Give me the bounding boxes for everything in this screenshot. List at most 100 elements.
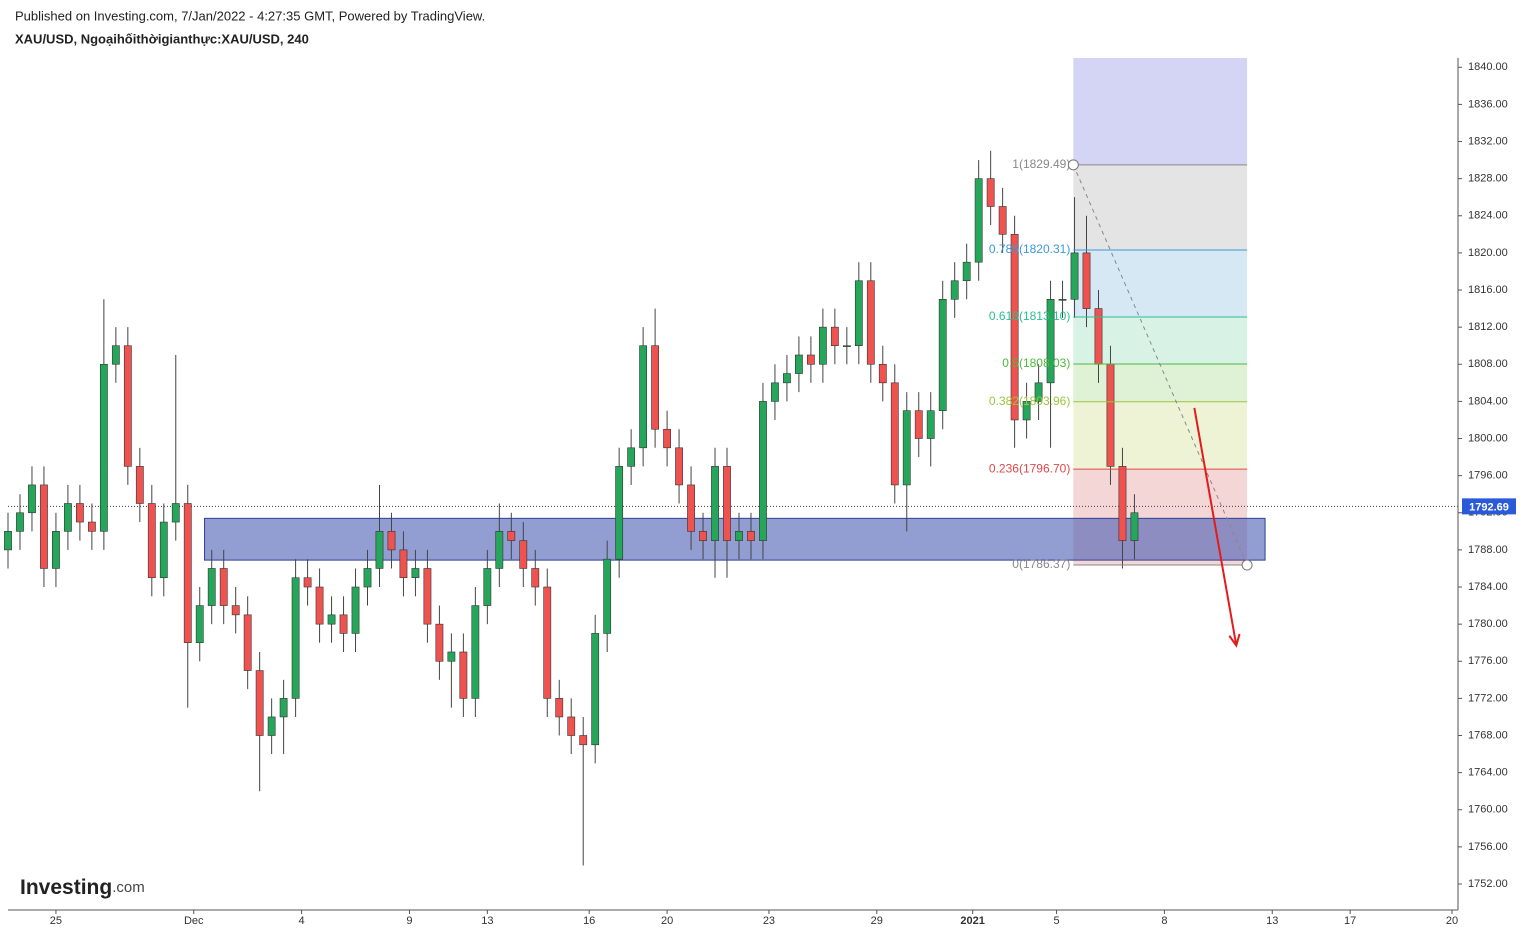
arrow-head <box>1228 633 1241 648</box>
candle-body <box>771 382 779 402</box>
candle-body <box>806 354 815 365</box>
x-tick-label: 8 <box>1161 915 1167 927</box>
candle-body <box>795 354 803 374</box>
x-tick-label: 9 <box>406 915 412 927</box>
fib-level-label: 1(1829.49) <box>1012 157 1070 171</box>
candle-body <box>926 410 935 439</box>
candle-body <box>411 568 420 579</box>
candle-body <box>303 577 312 588</box>
candle-body <box>171 503 180 523</box>
candle-body <box>818 326 827 365</box>
candle-body <box>219 568 228 606</box>
candle-body <box>711 466 719 541</box>
candle-body <box>387 531 396 551</box>
candle-body <box>4 531 12 551</box>
candle-body <box>830 326 839 347</box>
candle-body <box>783 373 791 384</box>
y-tick-label: 1780.00 <box>1468 618 1508 630</box>
x-tick-label: 13 <box>1266 915 1278 927</box>
candle-body <box>459 651 468 699</box>
candle-body <box>267 716 276 736</box>
fib-level-label: 0.382(1803.96) <box>989 394 1070 408</box>
x-tick-label: 23 <box>763 915 775 927</box>
y-tick-label: 1840.00 <box>1468 61 1508 73</box>
published-note: Published on Investing.com, 7/Jan/2022 -… <box>15 8 485 23</box>
candle-body <box>1118 466 1127 541</box>
y-tick-label: 1784.00 <box>1468 581 1508 593</box>
x-tick-label: 29 <box>871 915 883 927</box>
candle-body <box>435 623 444 662</box>
candle-body <box>291 577 300 699</box>
candle-body <box>555 698 564 718</box>
candle-body <box>1022 401 1031 421</box>
candle-body <box>531 568 540 588</box>
candle-body <box>52 531 60 569</box>
candle-body <box>111 345 120 365</box>
logo: Investing.com <box>20 876 145 899</box>
candle-body <box>87 521 96 532</box>
candle-body <box>423 568 432 625</box>
candle-body <box>76 503 84 523</box>
candle-body <box>1010 234 1019 421</box>
candle-body <box>519 540 528 569</box>
x-tick-label: 5 <box>1053 915 1059 927</box>
candle-body <box>878 363 887 384</box>
y-tick-label: 1836.00 <box>1468 98 1508 110</box>
logo-suffix: .com <box>112 879 145 896</box>
candle-body <box>207 568 216 606</box>
fib-handle <box>1067 159 1079 171</box>
candle-body <box>962 261 971 282</box>
last-price-label: 1792.69 <box>1469 501 1509 513</box>
y-tick-label: 1812.00 <box>1468 321 1508 333</box>
candle-body <box>663 428 671 449</box>
candle-body <box>759 401 767 541</box>
candle-body <box>195 605 204 644</box>
candle-body <box>1106 363 1115 467</box>
x-tick-label: 4 <box>299 915 305 927</box>
candle-body <box>99 363 108 532</box>
candle-body <box>1058 299 1067 301</box>
candle-body <box>639 345 648 449</box>
fib-zone <box>1073 250 1248 317</box>
y-tick-label: 1800.00 <box>1468 432 1508 444</box>
y-tick-label: 1824.00 <box>1468 210 1508 222</box>
candle-body <box>495 531 504 569</box>
candle-body <box>339 614 348 634</box>
candle-body <box>64 503 72 532</box>
candle-body <box>866 280 875 365</box>
y-tick-label: 1804.00 <box>1468 395 1508 407</box>
candle-body <box>1070 252 1079 300</box>
candle-body <box>567 716 576 736</box>
candle-body <box>375 531 384 569</box>
candle-body <box>890 382 899 486</box>
candle-body <box>950 280 959 300</box>
candle-body <box>842 345 851 348</box>
x-tick-label: 13 <box>481 915 493 927</box>
y-tick-label: 1764.00 <box>1468 767 1508 779</box>
fib-level-label: 0.5(1808.03) <box>1002 356 1070 370</box>
candle-body <box>471 605 480 699</box>
y-tick-label: 1760.00 <box>1468 804 1508 816</box>
candle-body <box>483 568 492 606</box>
candle-body <box>159 521 168 579</box>
candle-body <box>351 586 360 634</box>
fib-level-label: 0(1786.37) <box>1012 557 1070 571</box>
candle-body <box>315 586 324 625</box>
candle-body <box>16 512 24 532</box>
candle-body <box>627 447 636 467</box>
y-tick-label: 1832.00 <box>1468 135 1508 147</box>
fib-zone <box>1073 401 1248 470</box>
candle-body <box>747 531 755 541</box>
candle-body <box>723 466 731 541</box>
candle-body <box>651 345 660 430</box>
candle-body <box>507 531 516 541</box>
x-tick-label: 16 <box>583 915 595 927</box>
fib-zone <box>1073 363 1248 402</box>
last-price-tag <box>1462 498 1516 515</box>
candle-body <box>615 466 624 560</box>
y-tick-label: 1752.00 <box>1468 878 1508 890</box>
candle-body <box>135 466 144 504</box>
candle-body <box>1082 252 1091 309</box>
candle-body <box>675 447 683 486</box>
